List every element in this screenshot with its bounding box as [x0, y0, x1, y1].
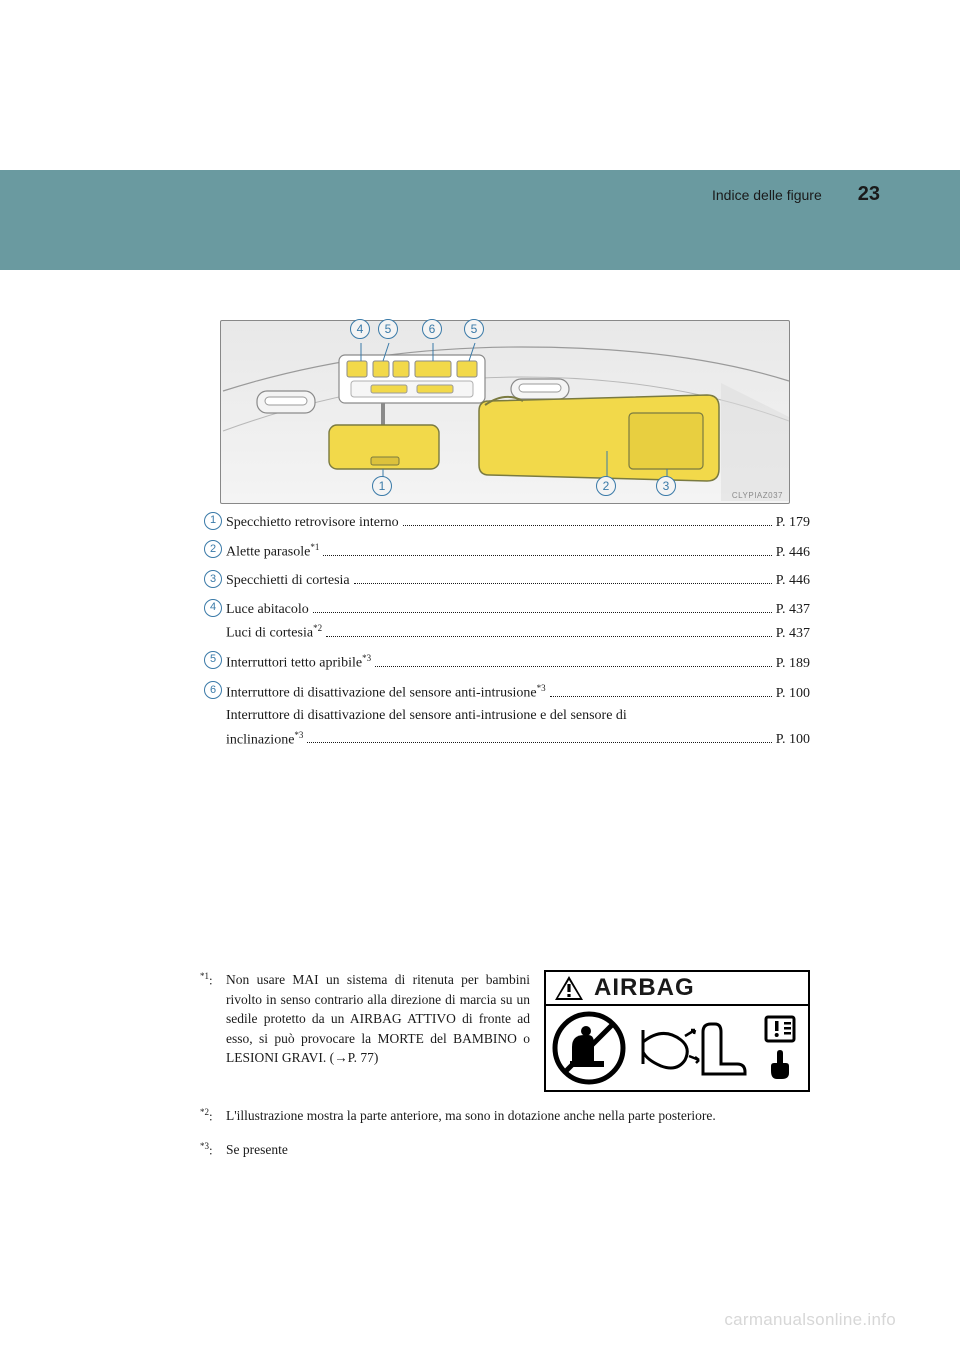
list-item: 4 Luce abitacolo P. 437 Luci di cortesia…	[200, 599, 810, 645]
item-number: 4	[204, 599, 222, 617]
seat-airbag-icon	[626, 1012, 758, 1084]
list-item: 1 Specchietto retrovisore interno P. 179	[200, 512, 810, 534]
footnote-3: *3: Se presente	[200, 1140, 810, 1160]
leader-dots	[550, 696, 772, 697]
item-label: Interruttore di disattivazione del senso…	[226, 681, 546, 705]
item-number: 2	[204, 540, 222, 558]
item-page: P. 189	[776, 653, 810, 675]
item-page: P. 179	[776, 512, 810, 534]
item-label: Luce abitacolo	[226, 599, 309, 621]
leader-dots	[313, 612, 772, 613]
callout-5a: 5	[378, 319, 398, 339]
list-item: 2 Alette parasole*1 P. 446	[200, 540, 810, 564]
item-label: Specchietto retrovisore interno	[226, 512, 399, 534]
item-number: 6	[204, 681, 222, 699]
footnote-text: L'illustrazione mostra la parte anterior…	[226, 1106, 810, 1126]
hand-point-icon	[767, 1049, 793, 1081]
footnote-2: *2: L'illustrazione mostra la parte ante…	[200, 1106, 810, 1126]
page: Indice delle figure 23	[0, 0, 960, 1358]
footnote-text: Se presente	[226, 1140, 810, 1160]
leader-dots	[375, 666, 772, 667]
list-item: 6 Interruttore di disattivazione del sen…	[200, 681, 810, 751]
item-page: P. 100	[776, 729, 810, 751]
callouts-top: 4 5 6 5	[220, 325, 790, 355]
callout-2: 2	[596, 476, 616, 496]
item-page: P. 437	[776, 599, 810, 621]
footnote-mark: *3:	[200, 1140, 226, 1160]
callout-1: 1	[372, 476, 392, 496]
footnote-1: *1: Non usare MAI un sistema di ritenuta…	[200, 970, 810, 1092]
watermark: carmanualsonline.info	[724, 1310, 896, 1330]
item-label-multiline: Interruttore di disattivazione del senso…	[226, 705, 810, 727]
list-item: 5 Interruttori tetto apribile*3 P. 189	[200, 651, 810, 675]
item-label: Interruttori tetto apribile*3	[226, 651, 371, 675]
footnote-text: Non usare MAI un sistema di ritenuta per…	[226, 970, 530, 1092]
item-number: 5	[204, 651, 222, 669]
manual-book-icon	[764, 1015, 796, 1043]
section-label: Indice delle figure	[712, 187, 822, 203]
prohibit-icon	[552, 1011, 626, 1085]
warning-triangle-icon	[554, 975, 584, 1001]
item-number: 3	[204, 570, 222, 588]
callout-4: 4	[350, 319, 370, 339]
callouts-bottom: 1 2 3	[220, 476, 790, 506]
item-number: 1	[204, 512, 222, 530]
footnote-mark: *2:	[200, 1106, 226, 1126]
item-page: P. 446	[776, 542, 810, 564]
item-page: P. 437	[776, 623, 810, 645]
leader-dots	[403, 525, 772, 526]
callout-3: 3	[656, 476, 676, 496]
item-label: Specchietti di cortesia	[226, 570, 350, 592]
airbag-title: AIRBAG	[594, 971, 695, 1006]
leader-dots	[354, 583, 772, 584]
page-number: 23	[858, 183, 880, 206]
item-label: Alette parasole*1	[226, 540, 319, 564]
index-list: 1 Specchietto retrovisore interno P. 179…	[200, 512, 810, 758]
leader-dots	[307, 742, 771, 743]
airbag-warning-label: AIRBAG	[544, 970, 810, 1092]
item-label: inclinazione*3	[226, 728, 303, 752]
leader-dots	[323, 555, 771, 556]
item-page: P. 100	[776, 683, 810, 705]
callout-6: 6	[422, 319, 442, 339]
list-item: 3 Specchietti di cortesia P. 446	[200, 570, 810, 592]
item-label: Luci di cortesia*2	[226, 621, 322, 645]
header-row: Indice delle figure 23	[712, 183, 880, 206]
callout-5b: 5	[464, 319, 484, 339]
leader-dots	[326, 636, 772, 637]
item-page: P. 446	[776, 570, 810, 592]
footnotes: *1: Non usare MAI un sistema di ritenuta…	[200, 970, 810, 1174]
footnote-mark: *1:	[200, 970, 226, 1092]
